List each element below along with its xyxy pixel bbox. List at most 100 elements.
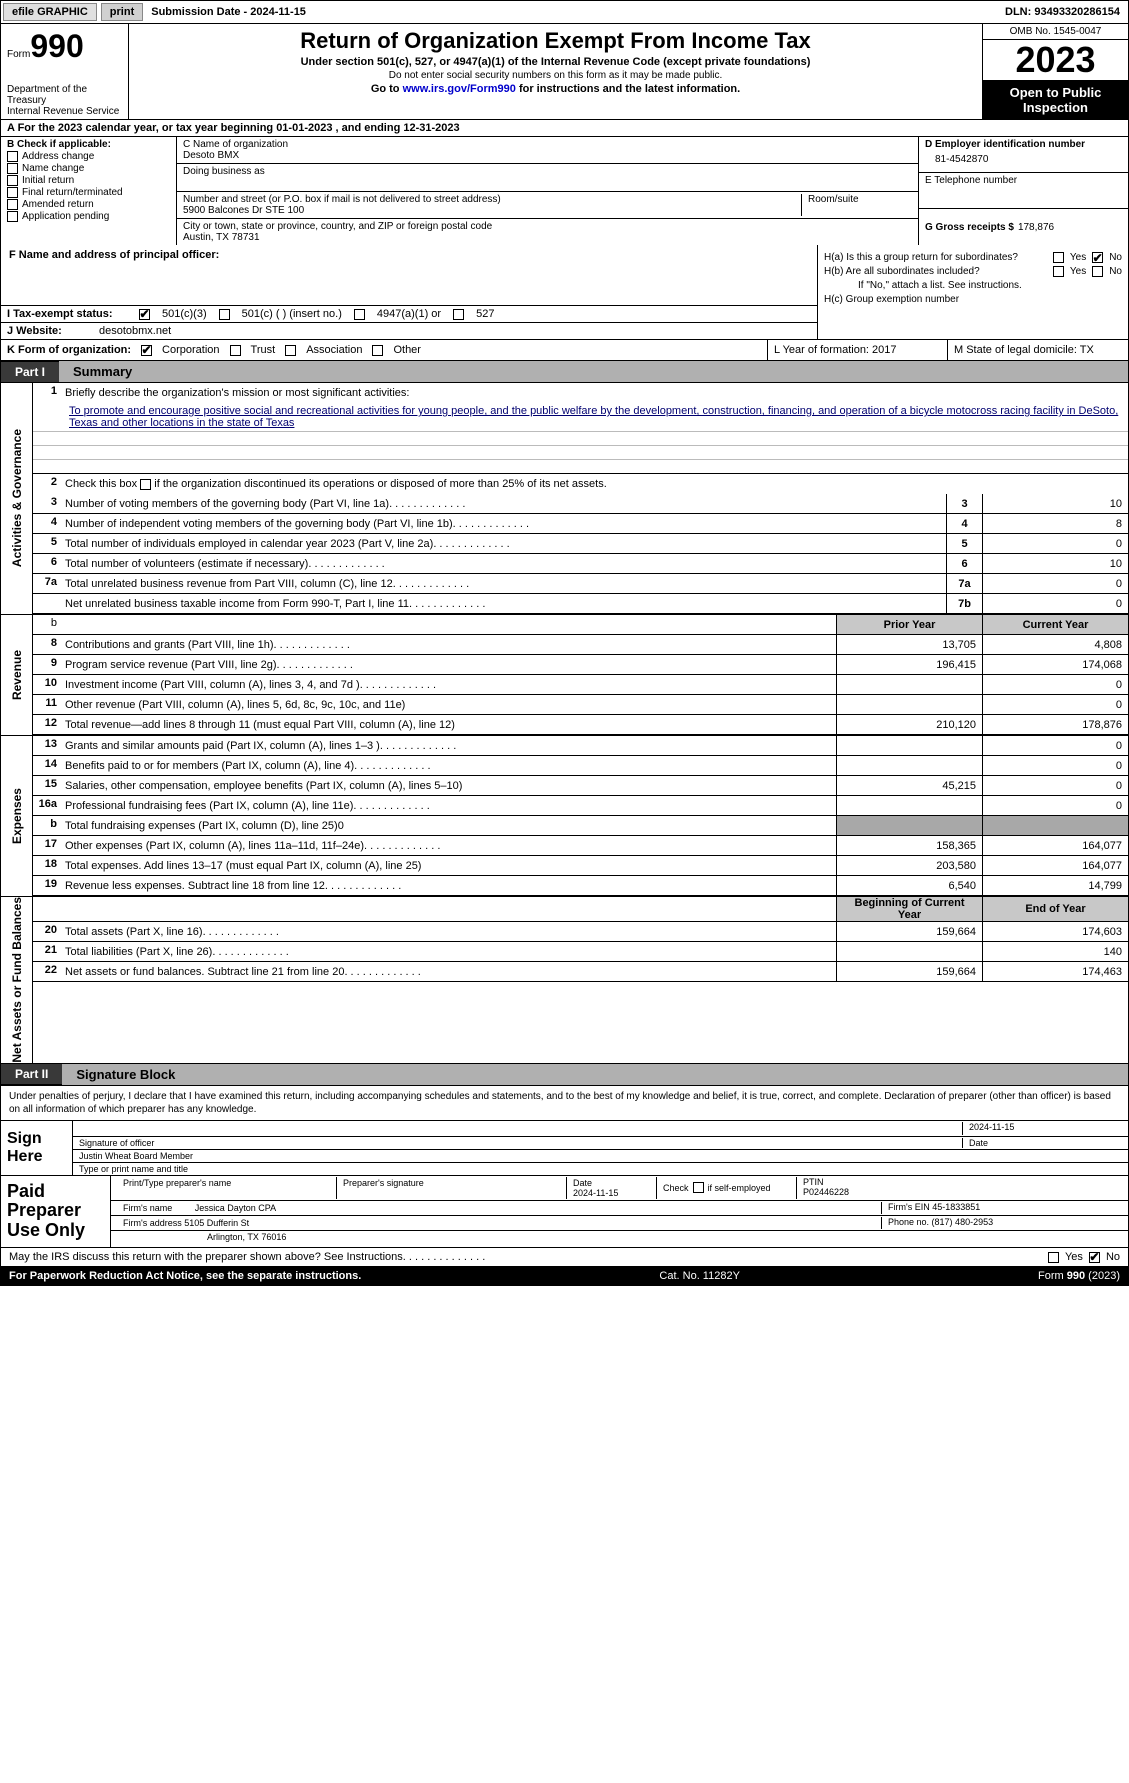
city-value: Austin, TX 78731: [183, 232, 912, 243]
section-activities: Activities & Governance 1Briefly describ…: [0, 383, 1129, 615]
line-21: Total liabilities (Part X, line 26): [61, 942, 836, 961]
sig-of-label: Signature of officer: [79, 1138, 962, 1148]
firm-phone: (817) 480-2953: [932, 1217, 994, 1227]
ha-no[interactable]: [1092, 252, 1103, 263]
val-4: 8: [982, 514, 1128, 533]
val-5: 0: [982, 534, 1128, 553]
box-c: C Name of organization Desoto BMX Doing …: [177, 137, 918, 245]
submission-date: Submission Date - 2024-11-15: [145, 6, 312, 18]
prep-date: 2024-11-15: [573, 1188, 650, 1198]
open-to-public: Open to Public Inspection: [983, 81, 1128, 119]
firm-addr: 5105 Dufferin St: [184, 1218, 249, 1228]
ha-label: H(a) Is this a group return for subordin…: [824, 252, 1047, 263]
tax-year: 2023: [983, 40, 1128, 81]
street-label: Number and street (or P.O. box if mail i…: [183, 194, 795, 205]
discuss-label: May the IRS discuss this return with the…: [9, 1251, 485, 1263]
line-6: Total number of volunteers (estimate if …: [61, 554, 946, 573]
col-eoy: End of Year: [982, 897, 1128, 921]
paperwork-notice: For Paperwork Reduction Act Notice, see …: [1, 1267, 369, 1285]
chk-address-change[interactable]: [7, 151, 18, 162]
org-name-label: C Name of organization: [183, 139, 912, 150]
discuss-yes[interactable]: [1048, 1252, 1059, 1263]
chk-527[interactable]: [453, 309, 464, 320]
org-name: Desoto BMX: [183, 150, 912, 161]
box-b-label: B Check if applicable:: [7, 139, 170, 150]
chk-discontinued[interactable]: [140, 479, 151, 490]
chk-corp[interactable]: [141, 345, 152, 356]
ha-yes[interactable]: [1053, 252, 1064, 263]
hb-note: If "No," attach a list. See instructions…: [824, 280, 1022, 291]
line-17: Other expenses (Part IX, column (A), lin…: [61, 836, 836, 855]
line-3: Number of voting members of the governin…: [61, 494, 946, 513]
irs-link[interactable]: www.irs.gov/Form990: [403, 83, 516, 95]
city-label: City or town, state or province, country…: [183, 221, 912, 232]
firm-ein: 45-1833851: [932, 1202, 980, 1212]
paid-preparer-label: Paid Preparer Use Only: [1, 1176, 111, 1247]
chk-app-pending[interactable]: [7, 211, 18, 222]
hb-label: H(b) Are all subordinates included?: [824, 266, 1047, 277]
row-a-calendar-year: A For the 2023 calendar year, or tax yea…: [0, 120, 1129, 137]
chk-assoc[interactable]: [285, 345, 296, 356]
box-f: F Name and address of principal officer:: [1, 245, 817, 305]
discuss-row: May the IRS discuss this return with the…: [0, 1248, 1129, 1267]
type-name-label: Type or print name and title: [79, 1164, 188, 1174]
chk-501c[interactable]: [219, 309, 230, 320]
row-fh: F Name and address of principal officer:…: [0, 245, 1129, 340]
top-bar: efile GRAPHIC print Submission Date - 20…: [0, 0, 1129, 24]
dba-label: Doing business as: [183, 166, 912, 177]
mission-text: To promote and encourage positive social…: [33, 403, 1128, 432]
line-16b: Total fundraising expenses (Part IX, col…: [61, 816, 836, 835]
line-18: Total expenses. Add lines 13–17 (must eq…: [61, 856, 836, 875]
dln: DLN: 93493320286154: [1005, 6, 1128, 18]
vtab-activities: Activities & Governance: [10, 429, 24, 567]
cat-no: Cat. No. 11282Y: [659, 1270, 740, 1282]
dept-label: Department of the Treasury Internal Reve…: [7, 84, 122, 117]
line-14: Benefits paid to or for members (Part IX…: [61, 756, 836, 775]
chk-4947[interactable]: [354, 309, 365, 320]
ssn-note: Do not enter social security numbers on …: [135, 70, 976, 81]
line-12: Total revenue—add lines 8 through 11 (mu…: [61, 715, 836, 734]
gross-value: 178,876: [1018, 222, 1054, 233]
chk-501c3[interactable]: [139, 309, 150, 320]
chk-trust[interactable]: [230, 345, 241, 356]
discuss-no[interactable]: [1089, 1252, 1100, 1263]
officer-name: Justin Wheat Board Member: [79, 1151, 193, 1161]
line-13: Grants and similar amounts paid (Part IX…: [61, 736, 836, 755]
val-3: 10: [982, 494, 1128, 513]
line-4: Number of independent voting members of …: [61, 514, 946, 533]
line-2: Check this box if the organization disco…: [61, 474, 1128, 494]
street-value: 5900 Balcones Dr STE 100: [183, 205, 795, 216]
sign-here-block: Sign Here 2024-11-15 Signature of office…: [0, 1121, 1129, 1176]
paid-preparer-block: Paid Preparer Use Only Print/Type prepar…: [0, 1176, 1129, 1248]
val-6: 10: [982, 554, 1128, 573]
chk-initial-return[interactable]: [7, 175, 18, 186]
form-header: Form990 Department of the Treasury Inter…: [0, 24, 1129, 120]
vtab-net-assets: Net Assets or Fund Balances: [10, 897, 24, 1063]
col-prior-year: Prior Year: [836, 615, 982, 634]
chk-final-return[interactable]: [7, 187, 18, 198]
vtab-revenue: Revenue: [10, 650, 24, 700]
col-current-year: Current Year: [982, 615, 1128, 634]
hb-yes[interactable]: [1053, 266, 1064, 277]
chk-other-org[interactable]: [372, 345, 383, 356]
ein-value: 81-4542870: [925, 150, 1122, 165]
website-value: desotobmx.net: [99, 325, 171, 337]
chk-name-change[interactable]: [7, 163, 18, 174]
footer-bar: For Paperwork Reduction Act Notice, see …: [0, 1267, 1129, 1286]
section-expenses: Expenses 13Grants and similar amounts pa…: [0, 736, 1129, 897]
row-j-label: J Website:: [7, 325, 87, 337]
efile-label: efile GRAPHIC: [3, 3, 97, 21]
val-7a: 0: [982, 574, 1128, 593]
section-net-assets: Net Assets or Fund Balances Beginning of…: [0, 897, 1129, 1064]
line-1-label: Briefly describe the organization's miss…: [61, 383, 1128, 403]
print-button[interactable]: print: [101, 3, 143, 21]
ptin: P02446228: [803, 1187, 1116, 1197]
chk-self-employed[interactable]: [693, 1182, 704, 1193]
hb-no[interactable]: [1092, 266, 1103, 277]
col-boy: Beginning of Current Year: [836, 897, 982, 921]
line-8: Contributions and grants (Part VIII, lin…: [61, 635, 836, 654]
form-990-label: Form990: [7, 28, 122, 65]
val-7b: 0: [982, 594, 1128, 613]
chk-amended[interactable]: [7, 199, 18, 210]
part-2-header: Part II Signature Block: [0, 1064, 1129, 1086]
